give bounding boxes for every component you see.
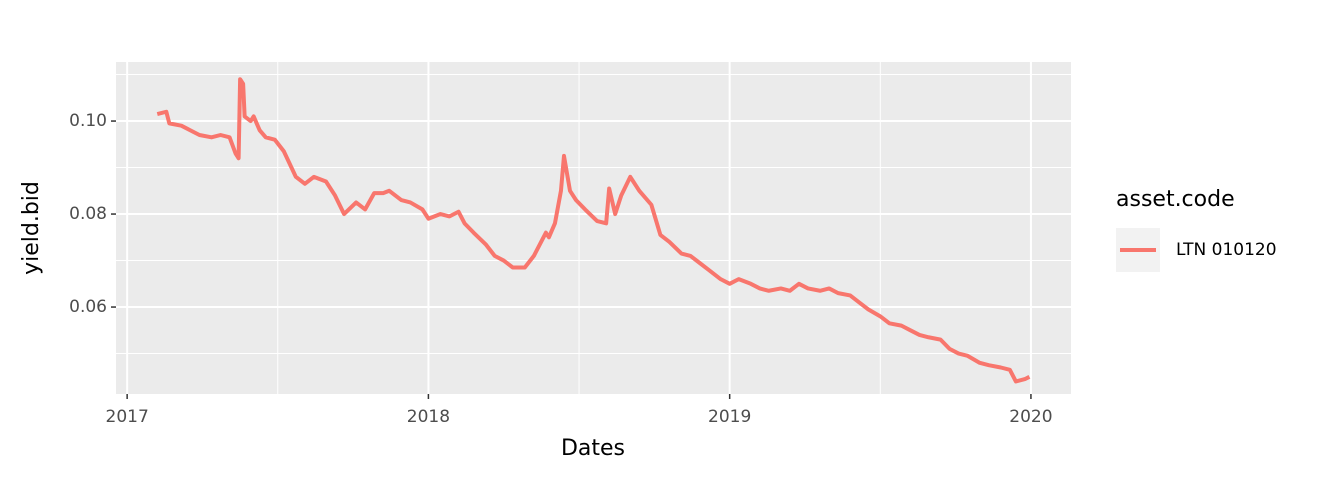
y-tick-label: 0.10 <box>69 111 107 131</box>
y-tick-label: 0.08 <box>69 204 107 224</box>
series-line <box>156 77 1031 384</box>
legend-title: asset.code <box>1116 187 1235 212</box>
x-tick-label: 2017 <box>106 407 149 427</box>
legend-label: LTN 010120 <box>1176 240 1277 260</box>
x-tick-label: 2019 <box>708 407 751 427</box>
x-axis-title: Dates <box>561 436 625 461</box>
panel <box>116 62 1071 394</box>
marks <box>156 77 1031 384</box>
y-tick-label: 0.06 <box>69 297 107 317</box>
y-axis-title: yield.bid <box>19 181 44 275</box>
x-tick-label: 2018 <box>407 407 450 427</box>
legend: LTN 010120 <box>1116 228 1277 272</box>
grid <box>116 62 1071 394</box>
x-tick-label: 2020 <box>1009 407 1052 427</box>
